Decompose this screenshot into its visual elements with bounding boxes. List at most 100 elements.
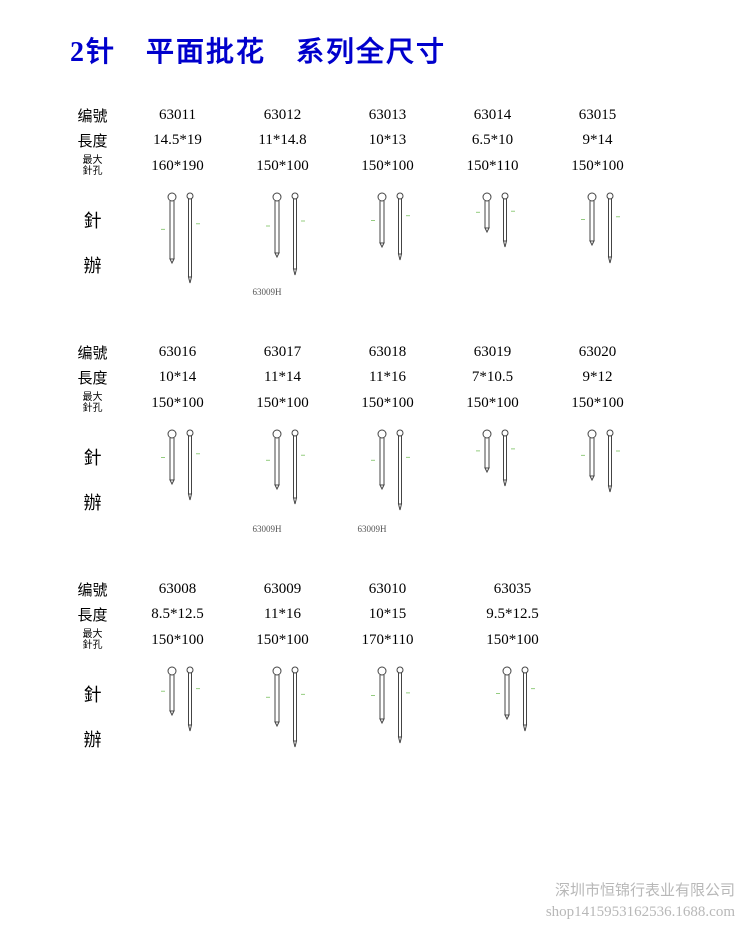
hand-cell [440, 187, 545, 307]
hands-labels: 針 辦 [60, 187, 125, 287]
cell-model: 63010 [335, 581, 440, 598]
cell-model: 63008 [125, 581, 230, 598]
row-hands: 針 辦 63009H 63009H [60, 424, 750, 544]
hand-cell [460, 661, 565, 781]
hand-pair-icon: 63009H [368, 424, 408, 534]
row-hole: 最大針孔 160*190150*100150*100150*110150*100 [60, 155, 750, 177]
label-needle: 針 [60, 207, 125, 233]
hand-cell: 63009H [230, 187, 335, 307]
cell-model: 63012 [230, 107, 335, 124]
label-length: 長度 [60, 367, 125, 388]
hand-pair-icon [578, 424, 618, 534]
cell-model: 63011 [125, 107, 230, 124]
hand-cell [545, 187, 650, 307]
hand-cell [440, 424, 545, 544]
hand-pair-icon [473, 187, 513, 297]
hand-cell [335, 187, 440, 307]
sub-label: 63009H [253, 524, 282, 534]
label-hole: 最大針孔 [60, 392, 125, 414]
hand-cell: 63009H [335, 424, 440, 544]
hand-pair-icon: 63009H [263, 424, 303, 534]
cell-model: 63019 [440, 344, 545, 361]
row-model: 编號 63008630096301063035 [60, 579, 750, 600]
label-length: 長度 [60, 604, 125, 625]
row-hands: 針 辦 63009H [60, 187, 750, 307]
hand-cell [125, 187, 230, 307]
cell-hole: 150*100 [335, 395, 440, 412]
cell-model: 63014 [440, 107, 545, 124]
cell-hole: 150*110 [440, 158, 545, 175]
row-model: 编號 6301163012630136301463015 [60, 105, 750, 126]
label-hole: 最大針孔 [60, 155, 125, 177]
cell-hole: 150*100 [335, 158, 440, 175]
watermark: 深圳市恒锦行表业有限公司 shop1415953162536.1688.com [546, 881, 735, 923]
label-hole: 最大針孔 [60, 629, 125, 651]
hand-pair-icon: 63009H [263, 187, 303, 297]
cell-length: 11*16 [335, 369, 440, 386]
row-hands: 針 辦 [60, 661, 750, 781]
label-handle: 辦 [60, 726, 125, 752]
cell-model: 63016 [125, 344, 230, 361]
hand-pair-icon [493, 661, 533, 771]
hand-cell [125, 424, 230, 544]
cell-model: 63018 [335, 344, 440, 361]
watermark-company: 深圳市恒锦行表业有限公司 [546, 881, 735, 902]
cell-length: 7*10.5 [440, 369, 545, 386]
cell-hole: 150*100 [230, 395, 335, 412]
row-length: 長度 10*1411*1411*167*10.59*12 [60, 367, 750, 388]
cell-model: 63017 [230, 344, 335, 361]
cell-length: 14.5*19 [125, 132, 230, 149]
label-length: 長度 [60, 130, 125, 151]
cell-hole: 150*100 [230, 632, 335, 649]
cell-length: 10*15 [335, 606, 440, 623]
spec-section: 编號 6301163012630136301463015 長度 14.5*191… [0, 105, 750, 307]
cell-model: 63015 [545, 107, 650, 124]
cell-hole: 150*100 [545, 395, 650, 412]
label-handle: 辦 [60, 489, 125, 515]
row-length: 長度 14.5*1911*14.810*136.5*109*14 [60, 130, 750, 151]
hand-pair-icon [578, 187, 618, 297]
spec-section: 编號 6301663017630186301963020 長度 10*1411*… [0, 342, 750, 544]
cell-hole: 160*190 [125, 158, 230, 175]
cell-hole: 170*110 [335, 632, 440, 649]
page-title: 2针 平面批花 系列全尺寸 [0, 0, 750, 70]
hands-labels: 針 辦 [60, 424, 125, 524]
hand-pair-icon [158, 187, 198, 297]
row-hole: 最大針孔 150*100150*100150*100150*100150*100 [60, 392, 750, 414]
label-model: 编號 [60, 579, 125, 600]
cell-length: 6.5*10 [440, 132, 545, 149]
hand-pair-icon [158, 424, 198, 534]
hand-pair-icon [263, 661, 303, 771]
cell-length: 11*14 [230, 369, 335, 386]
cell-model: 63009 [230, 581, 335, 598]
cell-model: 63013 [335, 107, 440, 124]
cell-length: 9.5*12.5 [460, 606, 565, 623]
cell-length: 10*14 [125, 369, 230, 386]
hand-pair-icon [473, 424, 513, 534]
sub-label: 63009H [358, 524, 387, 534]
cell-length: 11*16 [230, 606, 335, 623]
cell-hole: 150*100 [125, 395, 230, 412]
cell-length: 8.5*12.5 [125, 606, 230, 623]
hand-cell [545, 424, 650, 544]
cell-length: 9*14 [545, 132, 650, 149]
cell-length: 10*13 [335, 132, 440, 149]
label-handle: 辦 [60, 252, 125, 278]
hand-cell [335, 661, 440, 781]
row-hole: 最大針孔 150*100150*100170*110150*100 [60, 629, 750, 651]
cell-hole: 150*100 [545, 158, 650, 175]
cell-model: 63020 [545, 344, 650, 361]
cell-length: 11*14.8 [230, 132, 335, 149]
label-model: 编號 [60, 342, 125, 363]
hand-cell [230, 661, 335, 781]
hand-cell: 63009H [230, 424, 335, 544]
hand-pair-icon [158, 661, 198, 771]
label-needle: 針 [60, 681, 125, 707]
label-needle: 針 [60, 444, 125, 470]
spec-section: 编號 63008630096301063035 長度 8.5*12.511*16… [0, 579, 750, 781]
sub-label: 63009H [253, 287, 282, 297]
cell-hole: 150*100 [460, 632, 565, 649]
watermark-url: shop1415953162536.1688.com [546, 902, 735, 923]
hand-pair-icon [368, 661, 408, 771]
hands-labels: 針 辦 [60, 661, 125, 761]
